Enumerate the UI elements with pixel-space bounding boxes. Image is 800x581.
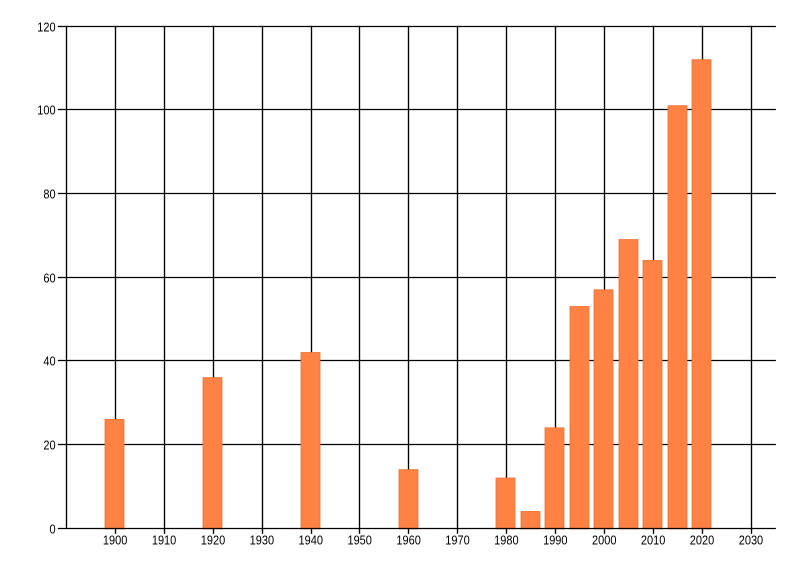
svg-text:80: 80 [43, 187, 56, 202]
svg-text:20: 20 [43, 438, 56, 453]
svg-text:1910: 1910 [152, 533, 177, 548]
svg-text:1940: 1940 [299, 533, 324, 548]
svg-text:120: 120 [37, 20, 56, 35]
svg-text:1970: 1970 [445, 533, 470, 548]
svg-text:60: 60 [43, 271, 56, 286]
svg-text:0: 0 [49, 522, 55, 537]
svg-text:1930: 1930 [250, 533, 275, 548]
svg-text:2010: 2010 [641, 533, 666, 548]
svg-text:1920: 1920 [201, 533, 226, 548]
svg-text:2020: 2020 [690, 533, 715, 548]
svg-text:2000: 2000 [592, 533, 617, 548]
svg-text:2030: 2030 [739, 533, 764, 548]
svg-text:40: 40 [43, 354, 56, 369]
svg-text:1900: 1900 [103, 533, 128, 548]
svg-text:1950: 1950 [347, 533, 372, 548]
svg-text:1990: 1990 [543, 533, 568, 548]
svg-text:1980: 1980 [494, 533, 519, 548]
svg-text:100: 100 [37, 103, 56, 118]
svg-text:1960: 1960 [396, 533, 421, 548]
